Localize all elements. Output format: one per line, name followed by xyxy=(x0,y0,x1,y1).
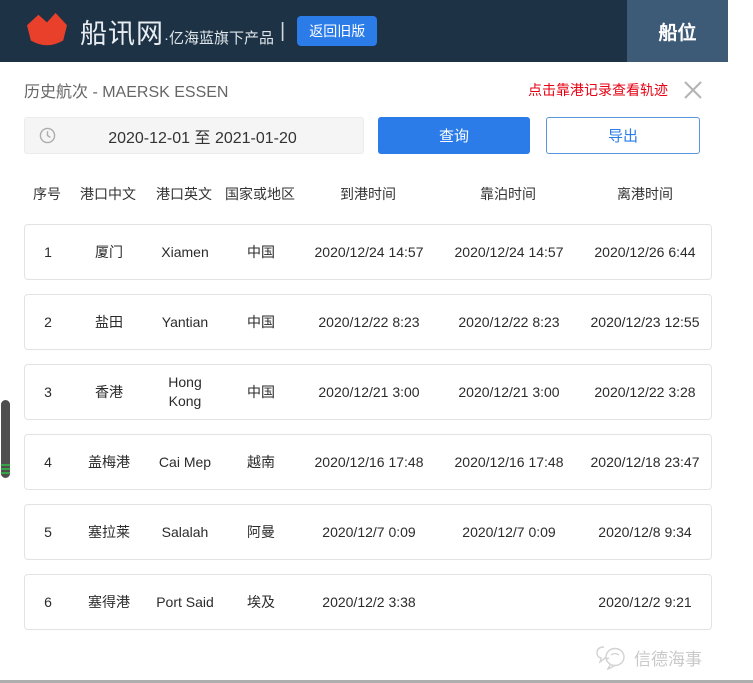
cell-seq: 5 xyxy=(44,524,52,540)
cell-port-cn: 塞拉莱 xyxy=(88,524,130,540)
date-range-value: 2020-12-01 至 2021-01-20 xyxy=(108,129,297,147)
cell-seq: 3 xyxy=(44,384,52,400)
cell-berth: 2020/12/16 17:48 xyxy=(454,454,564,470)
cell-berth: 2020/12/22 8:23 xyxy=(458,314,560,330)
cell-country: 越南 xyxy=(247,454,275,470)
table-row[interactable]: 1 厦门 Xiamen 中国 2020/12/24 14:57 2020/12/… xyxy=(24,224,712,280)
panel-header: 历史航次 - MAERSK ESSEN 点击靠港记录查看轨迹 xyxy=(0,78,728,102)
cell-departure: 2020/12/8 9:34 xyxy=(598,524,692,540)
cell-berth: 2020/12/24 14:57 xyxy=(454,244,564,260)
shipxy-boat-logo-icon xyxy=(27,12,67,46)
date-range-input[interactable]: 2020-12-01 至 2021-01-20 xyxy=(24,117,364,154)
watermark-label: 信德海事 xyxy=(634,649,702,669)
cell-port-cn: 盐田 xyxy=(95,314,123,330)
table-row[interactable]: 3 香港 Hong Kong 中国 2020/12/21 3:00 2020/1… xyxy=(24,364,712,420)
cell-arrival: 2020/12/2 3:38 xyxy=(322,594,416,610)
col-header-departure: 离港时间 xyxy=(617,186,673,202)
cell-port-en: Yantian xyxy=(161,313,209,330)
cell-country: 中国 xyxy=(247,384,275,400)
cell-arrival: 2020/12/7 0:09 xyxy=(322,524,416,540)
watermark: 信德海事 xyxy=(0,644,728,670)
bottom-divider xyxy=(0,680,753,683)
cell-arrival: 2020/12/16 17:48 xyxy=(314,454,424,470)
cell-port-en: Xiamen xyxy=(161,243,209,260)
cell-port-cn: 塞得港 xyxy=(88,594,130,610)
cell-departure: 2020/12/18 23:47 xyxy=(590,454,700,470)
cell-port-en: Port Said xyxy=(156,593,214,610)
brand-suffix: ·亿海蓝旗下产品 xyxy=(164,29,274,47)
col-header-country: 国家或地区 xyxy=(225,186,295,202)
cell-country: 阿曼 xyxy=(247,524,275,540)
nav-ship-position[interactable]: 船位 xyxy=(627,0,728,62)
cell-berth: 2020/12/7 0:09 xyxy=(462,524,556,540)
track-hint-text: 点击靠港记录查看轨迹 xyxy=(528,82,668,98)
cell-country: 埃及 xyxy=(247,594,275,610)
table-row[interactable]: 6 塞得港 Port Said 埃及 2020/12/2 3:38 2020/1… xyxy=(24,574,712,630)
col-header-port-en: 港口英文 xyxy=(156,185,212,202)
brand-name: 船讯网·亿海蓝旗下产品 xyxy=(80,12,274,51)
cell-departure: 2020/12/26 6:44 xyxy=(594,244,696,260)
cell-port-cn: 厦门 xyxy=(95,244,123,260)
cell-arrival: 2020/12/21 3:00 xyxy=(318,384,420,400)
cell-arrival: 2020/12/22 8:23 xyxy=(318,314,420,330)
cell-departure: 2020/12/2 9:21 xyxy=(598,594,692,610)
table-header: 序号 港口中文 港口英文 国家或地区 到港时间 靠泊时间 离港时间 xyxy=(24,184,712,204)
query-button[interactable]: 查询 xyxy=(378,117,530,154)
voyage-table-body: 1 厦门 Xiamen 中国 2020/12/24 14:57 2020/12/… xyxy=(24,224,712,630)
cell-seq: 6 xyxy=(44,594,52,610)
cell-country: 中国 xyxy=(247,314,275,330)
cell-country: 中国 xyxy=(247,244,275,260)
cell-departure: 2020/12/23 12:55 xyxy=(590,314,700,330)
col-header-seq: 序号 xyxy=(33,186,61,202)
cell-seq: 1 xyxy=(44,244,52,260)
cell-seq: 4 xyxy=(44,454,52,470)
close-icon[interactable] xyxy=(682,79,704,101)
brand-separator: | xyxy=(280,19,286,42)
clock-icon xyxy=(39,127,56,144)
cell-arrival: 2020/12/24 14:57 xyxy=(314,244,424,260)
export-button[interactable]: 导出 xyxy=(546,117,700,154)
cell-port-en: Hong Kong xyxy=(168,374,202,409)
query-controls: 2020-12-01 至 2021-01-20 查询 导出 xyxy=(0,117,728,154)
col-header-port-cn: 港口中文 xyxy=(80,186,136,202)
cell-berth: 2020/12/21 3:00 xyxy=(458,384,560,400)
scrollbar-stripes xyxy=(1,464,10,476)
table-row[interactable]: 2 盐田 Yantian 中国 2020/12/22 8:23 2020/12/… xyxy=(24,294,712,350)
page-title: 历史航次 - MAERSK ESSEN xyxy=(24,84,229,101)
col-header-berth: 靠泊时间 xyxy=(480,186,536,202)
back-to-old-version-button[interactable]: 返回旧版 xyxy=(297,16,378,46)
cell-port-en: Cai Mep xyxy=(158,453,212,470)
left-scrollbar-thumb[interactable] xyxy=(1,400,10,478)
xindemarine-logo-icon xyxy=(596,646,625,670)
cell-departure: 2020/12/22 3:28 xyxy=(594,384,696,400)
top-header: 船讯网·亿海蓝旗下产品 | 返回旧版 船位 xyxy=(0,0,728,62)
cell-port-cn: 香港 xyxy=(95,384,123,400)
table-row[interactable]: 5 塞拉莱 Salalah 阿曼 2020/12/7 0:09 2020/12/… xyxy=(24,504,712,560)
col-header-arrival: 到港时间 xyxy=(340,186,396,202)
brand-title: 船讯网 xyxy=(80,18,164,49)
table-row[interactable]: 4 盖梅港 Cai Mep 越南 2020/12/16 17:48 2020/1… xyxy=(24,434,712,490)
cell-port-en: Salalah xyxy=(161,523,209,540)
cell-port-cn: 盖梅港 xyxy=(88,454,130,470)
cell-seq: 2 xyxy=(44,314,52,330)
